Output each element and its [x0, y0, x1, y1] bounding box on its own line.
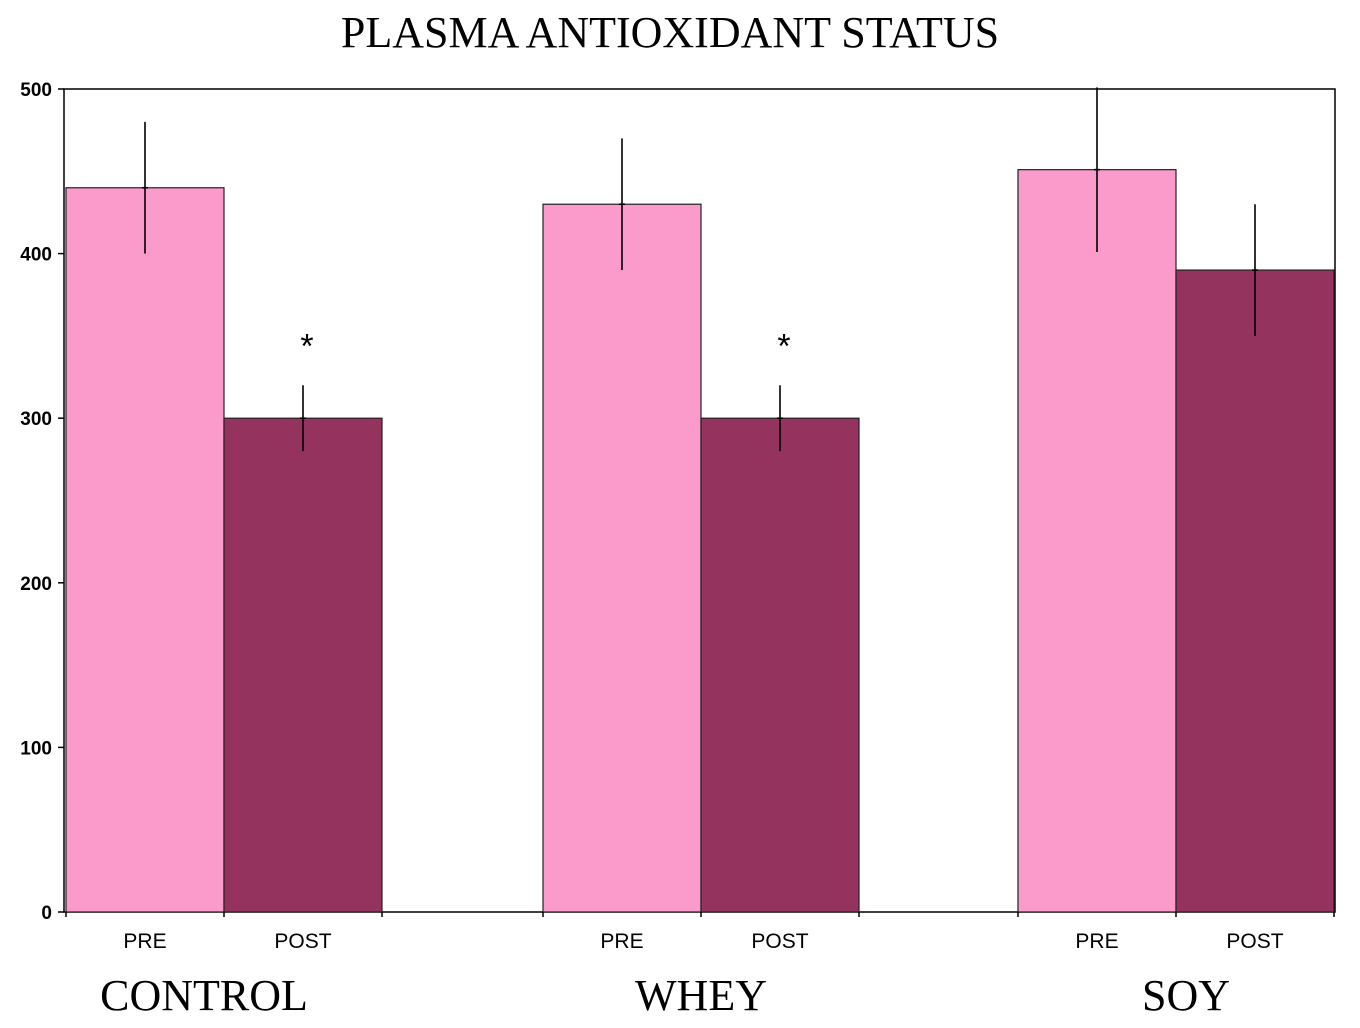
significance-marker-control-post: *: [300, 327, 313, 365]
bar-whey-pre: [542, 203, 702, 913]
bar-soy-pre: [1017, 169, 1177, 913]
x-axis: PRE POST PRE POST PRE POST: [65, 912, 1335, 953]
bar-label-soy-post: POST: [1226, 930, 1283, 953]
group-labels: CONTROL WHEY SOY: [100, 971, 1230, 1020]
bar-label-whey-post: POST: [751, 930, 808, 953]
bar-label-control-post: POST: [274, 930, 331, 953]
bar-soy-post: [1175, 269, 1335, 913]
bar-whey-post: [700, 417, 860, 913]
bar-label-whey-pre: PRE: [600, 930, 643, 953]
group-label-control: CONTROL: [100, 971, 308, 1020]
y-tick-label: 0: [41, 903, 52, 924]
bar-control-post: [223, 417, 383, 913]
group-label-whey: WHEY: [635, 971, 767, 1020]
group-label-soy: SOY: [1142, 971, 1230, 1020]
y-tick-label: 300: [20, 409, 52, 430]
chart-title: PLASMA ANTIOXIDANT STATUS: [341, 8, 999, 57]
y-tick-label: 500: [20, 80, 52, 101]
y-tick-label: 200: [20, 574, 52, 595]
bar-control-pre: [65, 187, 225, 913]
bar-label-control-pre: PRE: [123, 930, 166, 953]
y-tick-label: 400: [20, 245, 52, 266]
significance-marker-whey-post: *: [777, 327, 790, 365]
y-tick-label: 100: [20, 738, 52, 759]
bar-label-soy-pre: PRE: [1075, 930, 1118, 953]
bars-layer: * *: [65, 87, 1335, 913]
y-axis: 0 100 200 300 400 500: [20, 80, 64, 924]
